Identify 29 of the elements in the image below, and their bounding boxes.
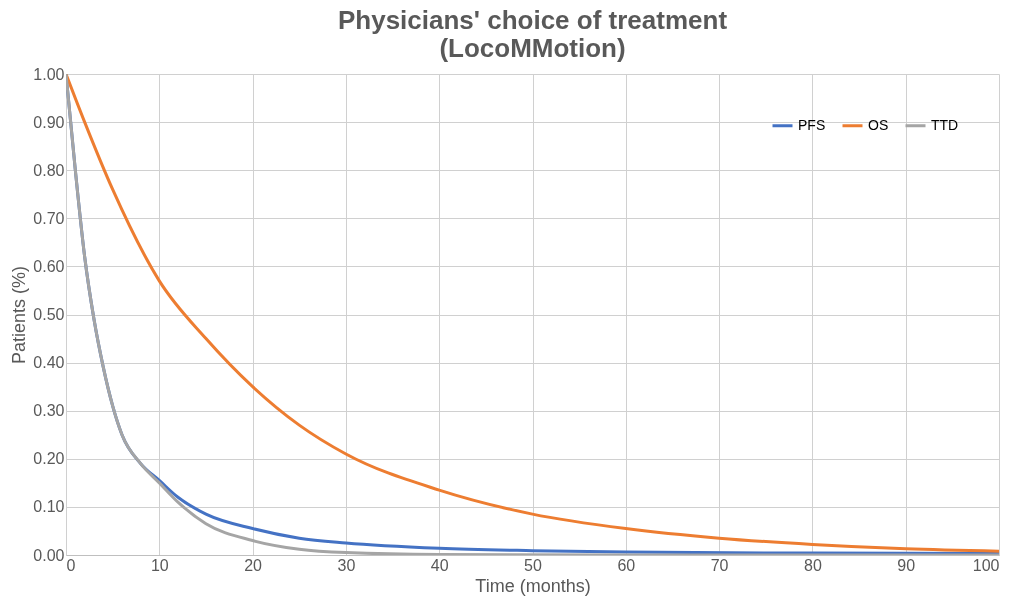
x-tick-label: 30 — [337, 556, 356, 574]
y-tick-label: 0.50 — [33, 306, 65, 323]
y-tick-label: 0.40 — [33, 354, 65, 372]
x-tick-label: 40 — [430, 556, 449, 574]
y-axis-title: Patients (%) — [9, 265, 30, 365]
y-tick-label: 0.90 — [33, 113, 65, 131]
x-tick-label: 0 — [66, 556, 76, 574]
text: (LocoMMotion) — [439, 33, 626, 63]
text: Physicians' choice of treatment — [337, 5, 728, 35]
legend-label: TTD — [931, 116, 959, 133]
y-tick-label: 0.30 — [33, 402, 65, 420]
x-tick-label: 100 — [972, 556, 1000, 574]
legend-label: OS — [868, 116, 889, 133]
x-tick-label: 50 — [524, 556, 542, 574]
x-tick-label: 10 — [150, 556, 169, 574]
y-tick-label: 0.70 — [33, 209, 65, 227]
y-tick-label: 0.80 — [33, 161, 65, 179]
y-tick-label: 1.00 — [33, 65, 65, 83]
x-tick-label: 90 — [897, 556, 916, 574]
x-tick-label: 60 — [617, 556, 636, 574]
x-tick-label: 80 — [804, 556, 822, 574]
y-tick-label: 0.20 — [33, 450, 65, 468]
legend-label: PFS — [798, 116, 826, 133]
x-tick-label: 70 — [710, 556, 729, 574]
y-tick-label: 0.60 — [33, 257, 65, 275]
y-tick-label: 0.00 — [33, 546, 65, 564]
y-tick-label: 0.10 — [33, 498, 65, 516]
x-axis-title: Time (months) — [475, 575, 591, 596]
x-tick-label: 20 — [244, 556, 263, 574]
